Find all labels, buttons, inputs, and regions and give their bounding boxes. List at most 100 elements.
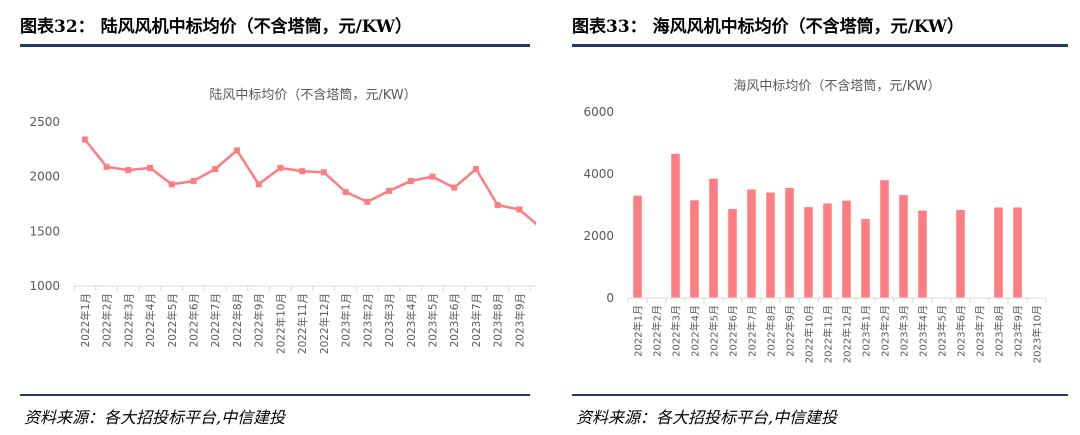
x-tick-label: 2022年10月 [803,305,816,363]
bar [994,207,1003,298]
bar [728,209,737,298]
series-line [83,138,536,226]
x-tick-label: 2023年7月 [974,305,987,357]
x-tick-label: 2023年1月 [860,305,873,357]
bar [842,200,851,298]
figure-title: 图表32： 陆风风机中标均价（不含塔筒，元/KW） [20,17,413,37]
chart-title: 海风中标均价（不含塔筒，元/KW） [733,78,940,94]
title-rule [20,44,530,47]
x-tick-label: 2023年8月 [492,293,505,347]
bar [690,200,699,298]
data-point [212,166,219,173]
data-point [320,169,327,176]
bar [747,189,756,298]
data-point [407,178,414,185]
x-tick-label: 2023年1月 [340,293,353,347]
data-point [277,164,284,171]
x-tick-label: 2023年4月 [917,305,930,357]
source-note: 资料来源：各大招投标平台,中信建投 [576,408,838,427]
x-tick-label: 2022年1月 [632,305,645,357]
x-tick-label: 2023年6月 [955,305,968,357]
chart-title: 陆风中标均价（不含塔筒，元/KW） [209,87,416,103]
x-tick-label: 2023年7月 [470,293,483,347]
x-tick-label: 2023年9月 [1012,305,1025,357]
bar [823,203,832,298]
x-tick-label: 2023年2月 [879,305,892,357]
y-tick-label: 2500 [29,115,60,129]
offshore-bar-chart: 海风中标均价（不含塔筒，元/KW） 0 2000 4000 6000 2022年1月 202… [583,78,1047,363]
x-tick-label: 2023年5月 [936,305,949,357]
y-tick-label: 2000 [29,170,60,184]
data-point [516,206,523,213]
x-tick-label: 2022年11月 [296,293,309,354]
x-tick-label: 2022年2月 [651,305,664,357]
x-tick-label: 2023年10月 [1031,305,1044,363]
data-point [168,181,175,188]
x-tick-label: 2022年11月 [822,305,835,363]
x-tick-label: 2022年1月 [79,293,92,347]
data-point [125,167,132,174]
source-rule [20,394,530,396]
x-tick-label: 2022年2月 [101,293,114,347]
x-tick-label: 2022年5月 [166,293,179,347]
bar [956,209,965,298]
bar [633,195,642,298]
x-tick-label: 2023年3月 [898,305,911,357]
y-tick-label: 6000 [583,105,614,119]
bar [861,218,870,298]
x-tick-label: 2022年12月 [841,305,854,363]
x-tick-label: 2023年3月 [383,293,396,347]
x-tick-label: 2022年7月 [746,305,759,357]
title-rule [572,44,1068,47]
bar [785,187,794,298]
figure-32: 图表32： 陆风风机中标均价（不含塔筒，元/KW） 陆风中标均价（不含塔筒，元/… [0,0,536,435]
bar [766,192,775,298]
x-tick-label: 2022年8月 [765,305,778,357]
data-point [342,188,349,195]
figure-33: 图表33： 海风风机中标均价（不含塔筒，元/KW） 海风中标均价（不含塔筒，元/… [556,0,1080,435]
x-tick-label: 2022年9月 [253,293,266,347]
y-tick-label: 2000 [583,229,614,243]
bar [671,153,680,298]
data-point [299,168,306,175]
x-tick-label: 2023年10月 [535,293,536,354]
x-tick-label: 2022年9月 [784,305,797,357]
x-tick-label: 2023年8月 [993,305,1006,357]
bar [709,178,718,298]
x-tick-label: 2022年3月 [670,305,683,357]
data-point [472,166,479,173]
y-tick-label: 1000 [29,279,60,293]
y-tick-label: 0 [606,291,614,305]
x-tick-label: 2022年5月 [708,305,721,357]
x-tick-label: 2023年6月 [448,293,461,347]
x-tick-label: 2022年6月 [727,305,740,357]
data-point [81,136,88,143]
data-point [451,184,458,191]
x-tick-label: 2023年2月 [361,293,374,347]
data-point [147,164,154,171]
bar [1013,207,1022,298]
x-tick-label: 2022年10月 [274,293,287,354]
x-tick-label: 2022年4月 [689,305,702,357]
bar [804,207,813,298]
data-point [103,163,110,170]
data-point [233,147,240,154]
onshore-line-chart: 陆风中标均价（不含塔筒，元/KW） 1000 1500 2000 2500 2022年1月… [29,87,536,354]
x-tick-label: 2022年8月 [231,293,244,347]
bar [918,210,927,298]
y-tick-label: 4000 [583,167,614,181]
x-tick-label: 2023年5月 [427,293,440,347]
x-tick-label: 2022年4月 [144,293,157,347]
x-tick-label: 2023年9月 [513,293,526,347]
data-point [364,198,371,205]
bar [899,195,908,298]
x-tick-label: 2022年3月 [122,293,135,347]
data-point [255,181,262,188]
x-tick-label: 2022年7月 [209,293,222,347]
figure-title: 图表33： 海风风机中标均价（不含塔筒，元/KW） [572,17,965,37]
data-point [494,202,501,209]
data-point [429,173,436,180]
source-rule [572,394,1068,396]
x-tick-label: 2022年6月 [188,293,201,347]
data-point [190,178,197,185]
